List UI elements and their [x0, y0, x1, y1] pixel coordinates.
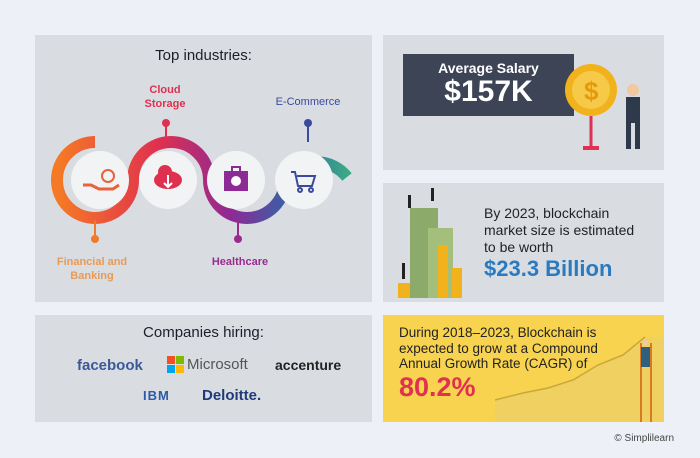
market-description: By 2023, blockchain market size is estim…: [484, 205, 635, 255]
industries-title: Top industries:: [155, 47, 252, 64]
market-value: $23.3 Billion: [484, 256, 613, 281]
medical-kit-icon: [224, 166, 248, 191]
average-salary-panel: Average Salary $157K $: [383, 35, 664, 170]
cloud-download-icon: [154, 165, 182, 189]
accenture-logo: accenture: [275, 357, 342, 373]
cagr-value: 80.2%: [399, 371, 476, 402]
svg-text:$: $: [584, 76, 599, 106]
cagr-panel: During 2018–2023, Blockchain is expected…: [383, 315, 664, 422]
industry-label-cloud: Cloud Storage: [144, 84, 186, 110]
salary-box: Average Salary $157K: [403, 54, 574, 116]
cagr-text-block: During 2018–2023, Blockchain is expected…: [399, 325, 609, 402]
shopping-cart-icon: [291, 171, 317, 193]
industry-label-healthcare: Healthcare: [211, 256, 269, 268]
facebook-logo: facebook: [77, 357, 143, 374]
cagr-description: During 2018–2023, Blockchain is expected…: [399, 325, 598, 371]
market-text-block: By 2023, blockchain market size is estim…: [484, 205, 644, 281]
hand-coin-icon: [83, 169, 120, 191]
growth-chart-illustration: [494, 336, 664, 422]
industries-wave-graphic: [51, 119, 352, 243]
salary-label: Average Salary: [438, 60, 539, 76]
coin-man-illustration: $: [565, 64, 640, 150]
companies-hiring-panel: Companies hiring: facebook Microsoft acc…: [35, 315, 372, 422]
market-size-panel: By 2023, blockchain market size is estim…: [383, 183, 664, 302]
salary-value: $157K: [444, 75, 533, 108]
industry-label-financial: Financial and Banking: [56, 256, 128, 282]
ibm-logo: IBM: [143, 388, 170, 403]
deloitte-logo: Deloitte.: [202, 387, 262, 404]
microsoft-logo: Microsoft: [187, 356, 248, 373]
companies-title: Companies hiring:: [143, 324, 264, 341]
industry-label-ecommerce: E-Commerce: [275, 96, 341, 108]
top-industries-panel: Top industries: Financial and Banking Cl…: [35, 35, 372, 302]
microsoft-icon: [167, 356, 184, 373]
copyright: © Simplilearn: [614, 433, 674, 444]
financial-circle: [71, 151, 129, 209]
money-stacks-illustration: [398, 188, 462, 298]
